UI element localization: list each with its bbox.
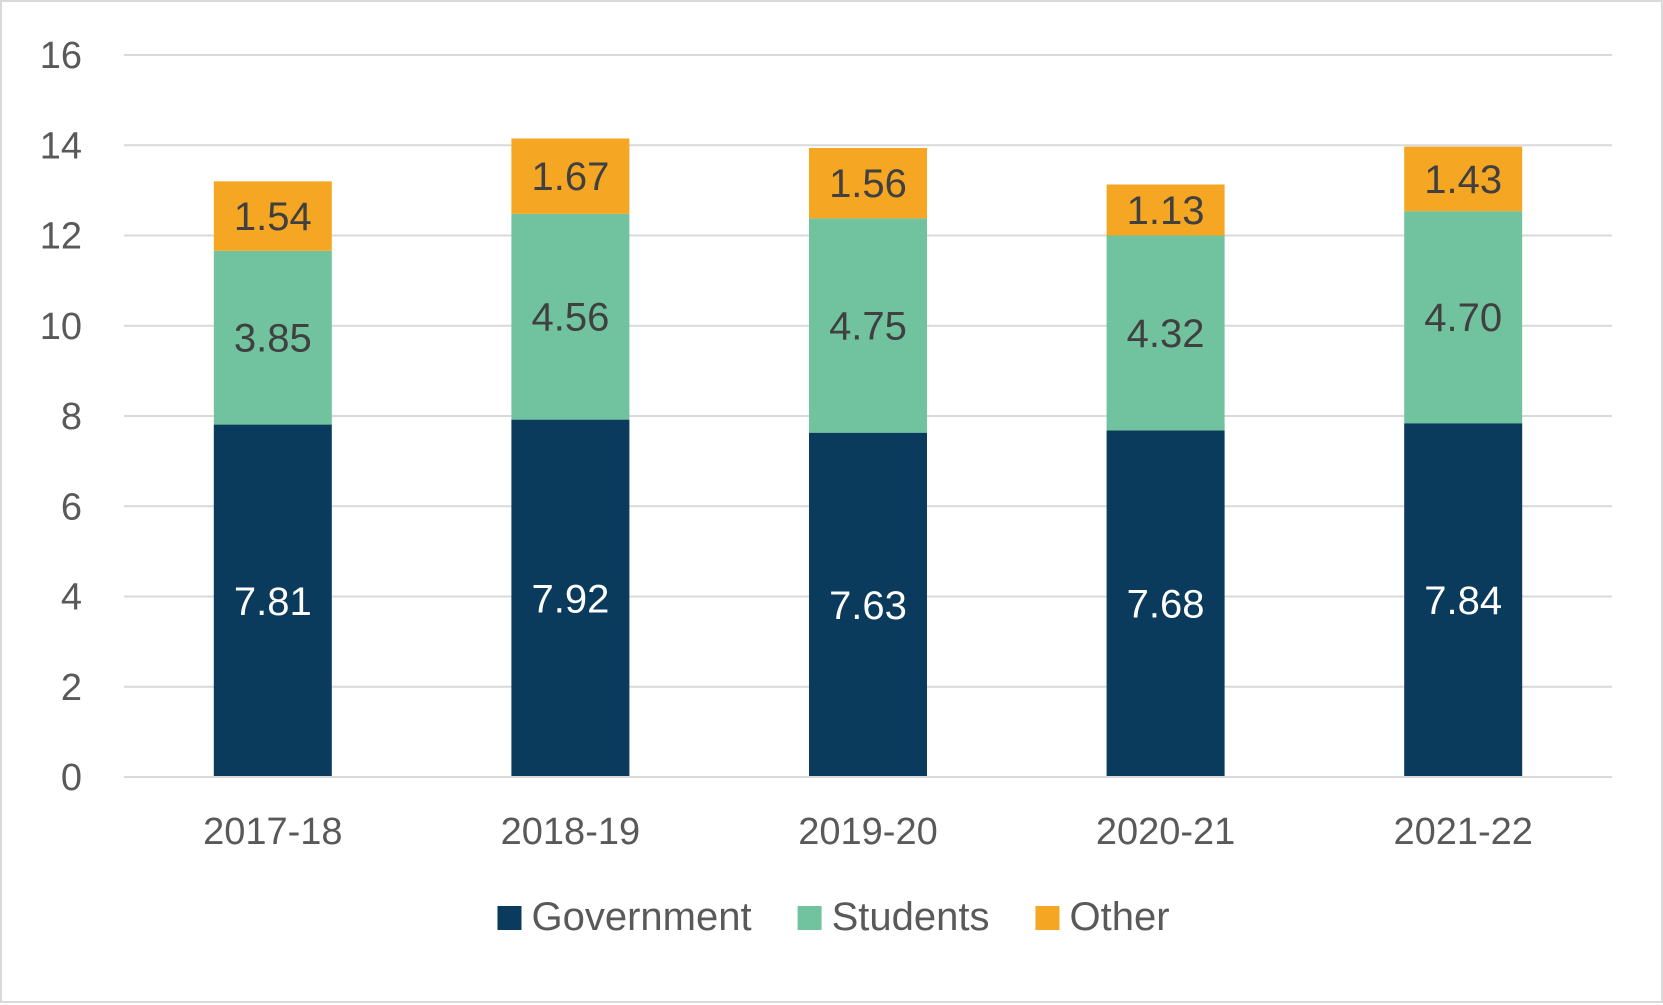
legend-swatch: [1035, 906, 1060, 930]
bar-other-2020-21: [1106, 184, 1225, 236]
data-label-students: 4.75: [829, 305, 907, 349]
legend-item-students: Students: [797, 895, 990, 939]
legend-label: Other: [1069, 895, 1169, 939]
data-label-government: 7.68: [1127, 583, 1205, 627]
bar-students-2018-19: [511, 213, 630, 420]
bar-other-2021-22: [1404, 146, 1523, 212]
x-tick-label: 2019-20: [798, 811, 937, 853]
y-tick-label: 2: [61, 667, 82, 709]
legend-swatch: [797, 906, 822, 930]
data-label-other: 1.43: [1424, 158, 1502, 202]
bar-students-2020-21: [1106, 235, 1225, 431]
data-label-government: 7.81: [234, 580, 312, 624]
bar-students-2017-18: [213, 250, 332, 425]
x-tick-label: 2021-22: [1393, 811, 1532, 853]
x-axis: 2017-18 2018-19 2019-20 2020-21 2021-22: [124, 776, 1612, 853]
bar-other-2019-20: [809, 147, 927, 219]
bar-government-2017-18: [213, 424, 332, 777]
legend-label: Students: [832, 895, 990, 939]
y-tick-label: 14: [40, 125, 82, 167]
data-label-students: 4.70: [1424, 296, 1502, 340]
x-tick-label: 2018-19: [501, 811, 640, 853]
legend-swatch: [497, 906, 522, 930]
bar-other-2017-18: [213, 181, 332, 251]
y-tick-label: 4: [61, 577, 82, 619]
x-tick-label: 2020-21: [1096, 811, 1235, 853]
legend-item-government: Government: [497, 895, 752, 939]
bar-students-2019-20: [809, 218, 927, 433]
bar-other-2018-19: [511, 138, 630, 214]
bars: 7.81 3.85 1.54 7.92 4.56 1.67 7.63 4.75 1.56 7.68…: [213, 138, 1523, 777]
data-label-students: 3.85: [234, 317, 312, 361]
y-axis: 0 2 4 6 8 10 12 14 16: [40, 35, 82, 799]
y-tick-label: 10: [40, 306, 82, 348]
data-label-government: 7.63: [829, 584, 907, 628]
data-label-other: 1.13: [1127, 189, 1205, 233]
bar-government-2021-22: [1404, 423, 1523, 777]
data-label-government: 7.92: [531, 577, 609, 621]
data-label-government: 7.84: [1424, 579, 1502, 623]
data-label-other: 1.67: [531, 155, 609, 199]
bar-government-2019-20: [809, 432, 927, 777]
y-tick-label: 12: [40, 216, 82, 258]
y-tick-label: 8: [61, 396, 82, 438]
legend-item-other: Other: [1035, 895, 1170, 939]
bar-government-2020-21: [1106, 430, 1225, 777]
data-label-other: 1.54: [234, 195, 312, 239]
bar-government-2018-19: [511, 419, 630, 777]
y-tick-label: 6: [61, 486, 82, 528]
bar-students-2021-22: [1404, 211, 1523, 424]
data-label-other: 1.56: [829, 162, 907, 206]
data-label-students: 4.32: [1127, 312, 1205, 356]
y-tick-label: 16: [40, 35, 82, 77]
legend: Government Students Other: [497, 895, 1170, 939]
legend-label: Government: [531, 895, 751, 939]
y-tick-label: 0: [61, 757, 82, 799]
x-tick-label: 2017-18: [203, 811, 342, 853]
data-label-students: 4.56: [531, 296, 609, 340]
